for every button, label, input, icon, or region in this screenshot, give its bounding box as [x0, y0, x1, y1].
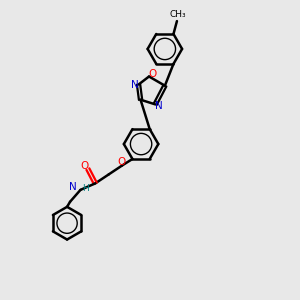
Text: N: N	[131, 80, 139, 89]
Text: O: O	[148, 69, 157, 79]
Text: H: H	[82, 184, 88, 193]
Text: N: N	[68, 182, 76, 192]
Text: N: N	[155, 101, 163, 111]
Text: CH₃: CH₃	[169, 10, 186, 19]
Text: O: O	[117, 157, 126, 167]
Text: O: O	[81, 161, 89, 171]
